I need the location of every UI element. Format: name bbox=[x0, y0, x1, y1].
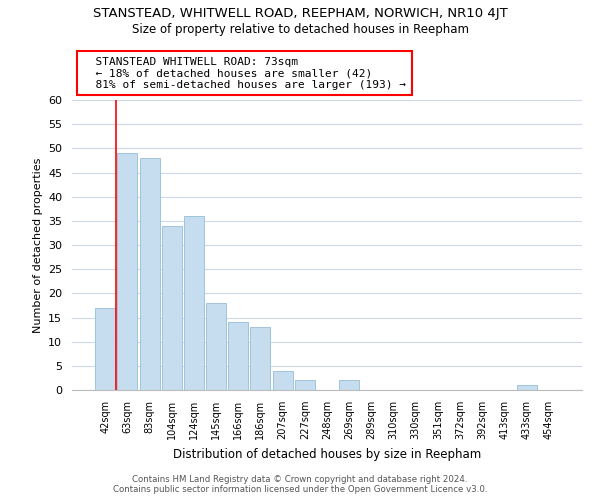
Text: STANSTEAD WHITWELL ROAD: 73sqm
  ← 18% of detached houses are smaller (42)
  81%: STANSTEAD WHITWELL ROAD: 73sqm ← 18% of … bbox=[82, 56, 406, 90]
Bar bbox=[272, 370, 293, 390]
Bar bbox=[162, 226, 182, 390]
Text: Size of property relative to detached houses in Reepham: Size of property relative to detached ho… bbox=[131, 22, 469, 36]
Text: STANSTEAD, WHITWELL ROAD, REEPHAM, NORWICH, NR10 4JT: STANSTEAD, WHITWELL ROAD, REEPHAM, NORWI… bbox=[92, 8, 508, 20]
Bar bbox=[295, 380, 315, 390]
X-axis label: Distribution of detached houses by size in Reepham: Distribution of detached houses by size … bbox=[173, 448, 481, 460]
Bar bbox=[118, 153, 137, 390]
Text: Contains HM Land Registry data © Crown copyright and database right 2024.
Contai: Contains HM Land Registry data © Crown c… bbox=[113, 474, 487, 494]
Bar bbox=[95, 308, 115, 390]
Bar bbox=[140, 158, 160, 390]
Bar bbox=[184, 216, 204, 390]
Bar bbox=[228, 322, 248, 390]
Bar bbox=[339, 380, 359, 390]
Bar bbox=[517, 385, 536, 390]
Bar bbox=[250, 327, 271, 390]
Bar bbox=[206, 303, 226, 390]
Y-axis label: Number of detached properties: Number of detached properties bbox=[32, 158, 43, 332]
